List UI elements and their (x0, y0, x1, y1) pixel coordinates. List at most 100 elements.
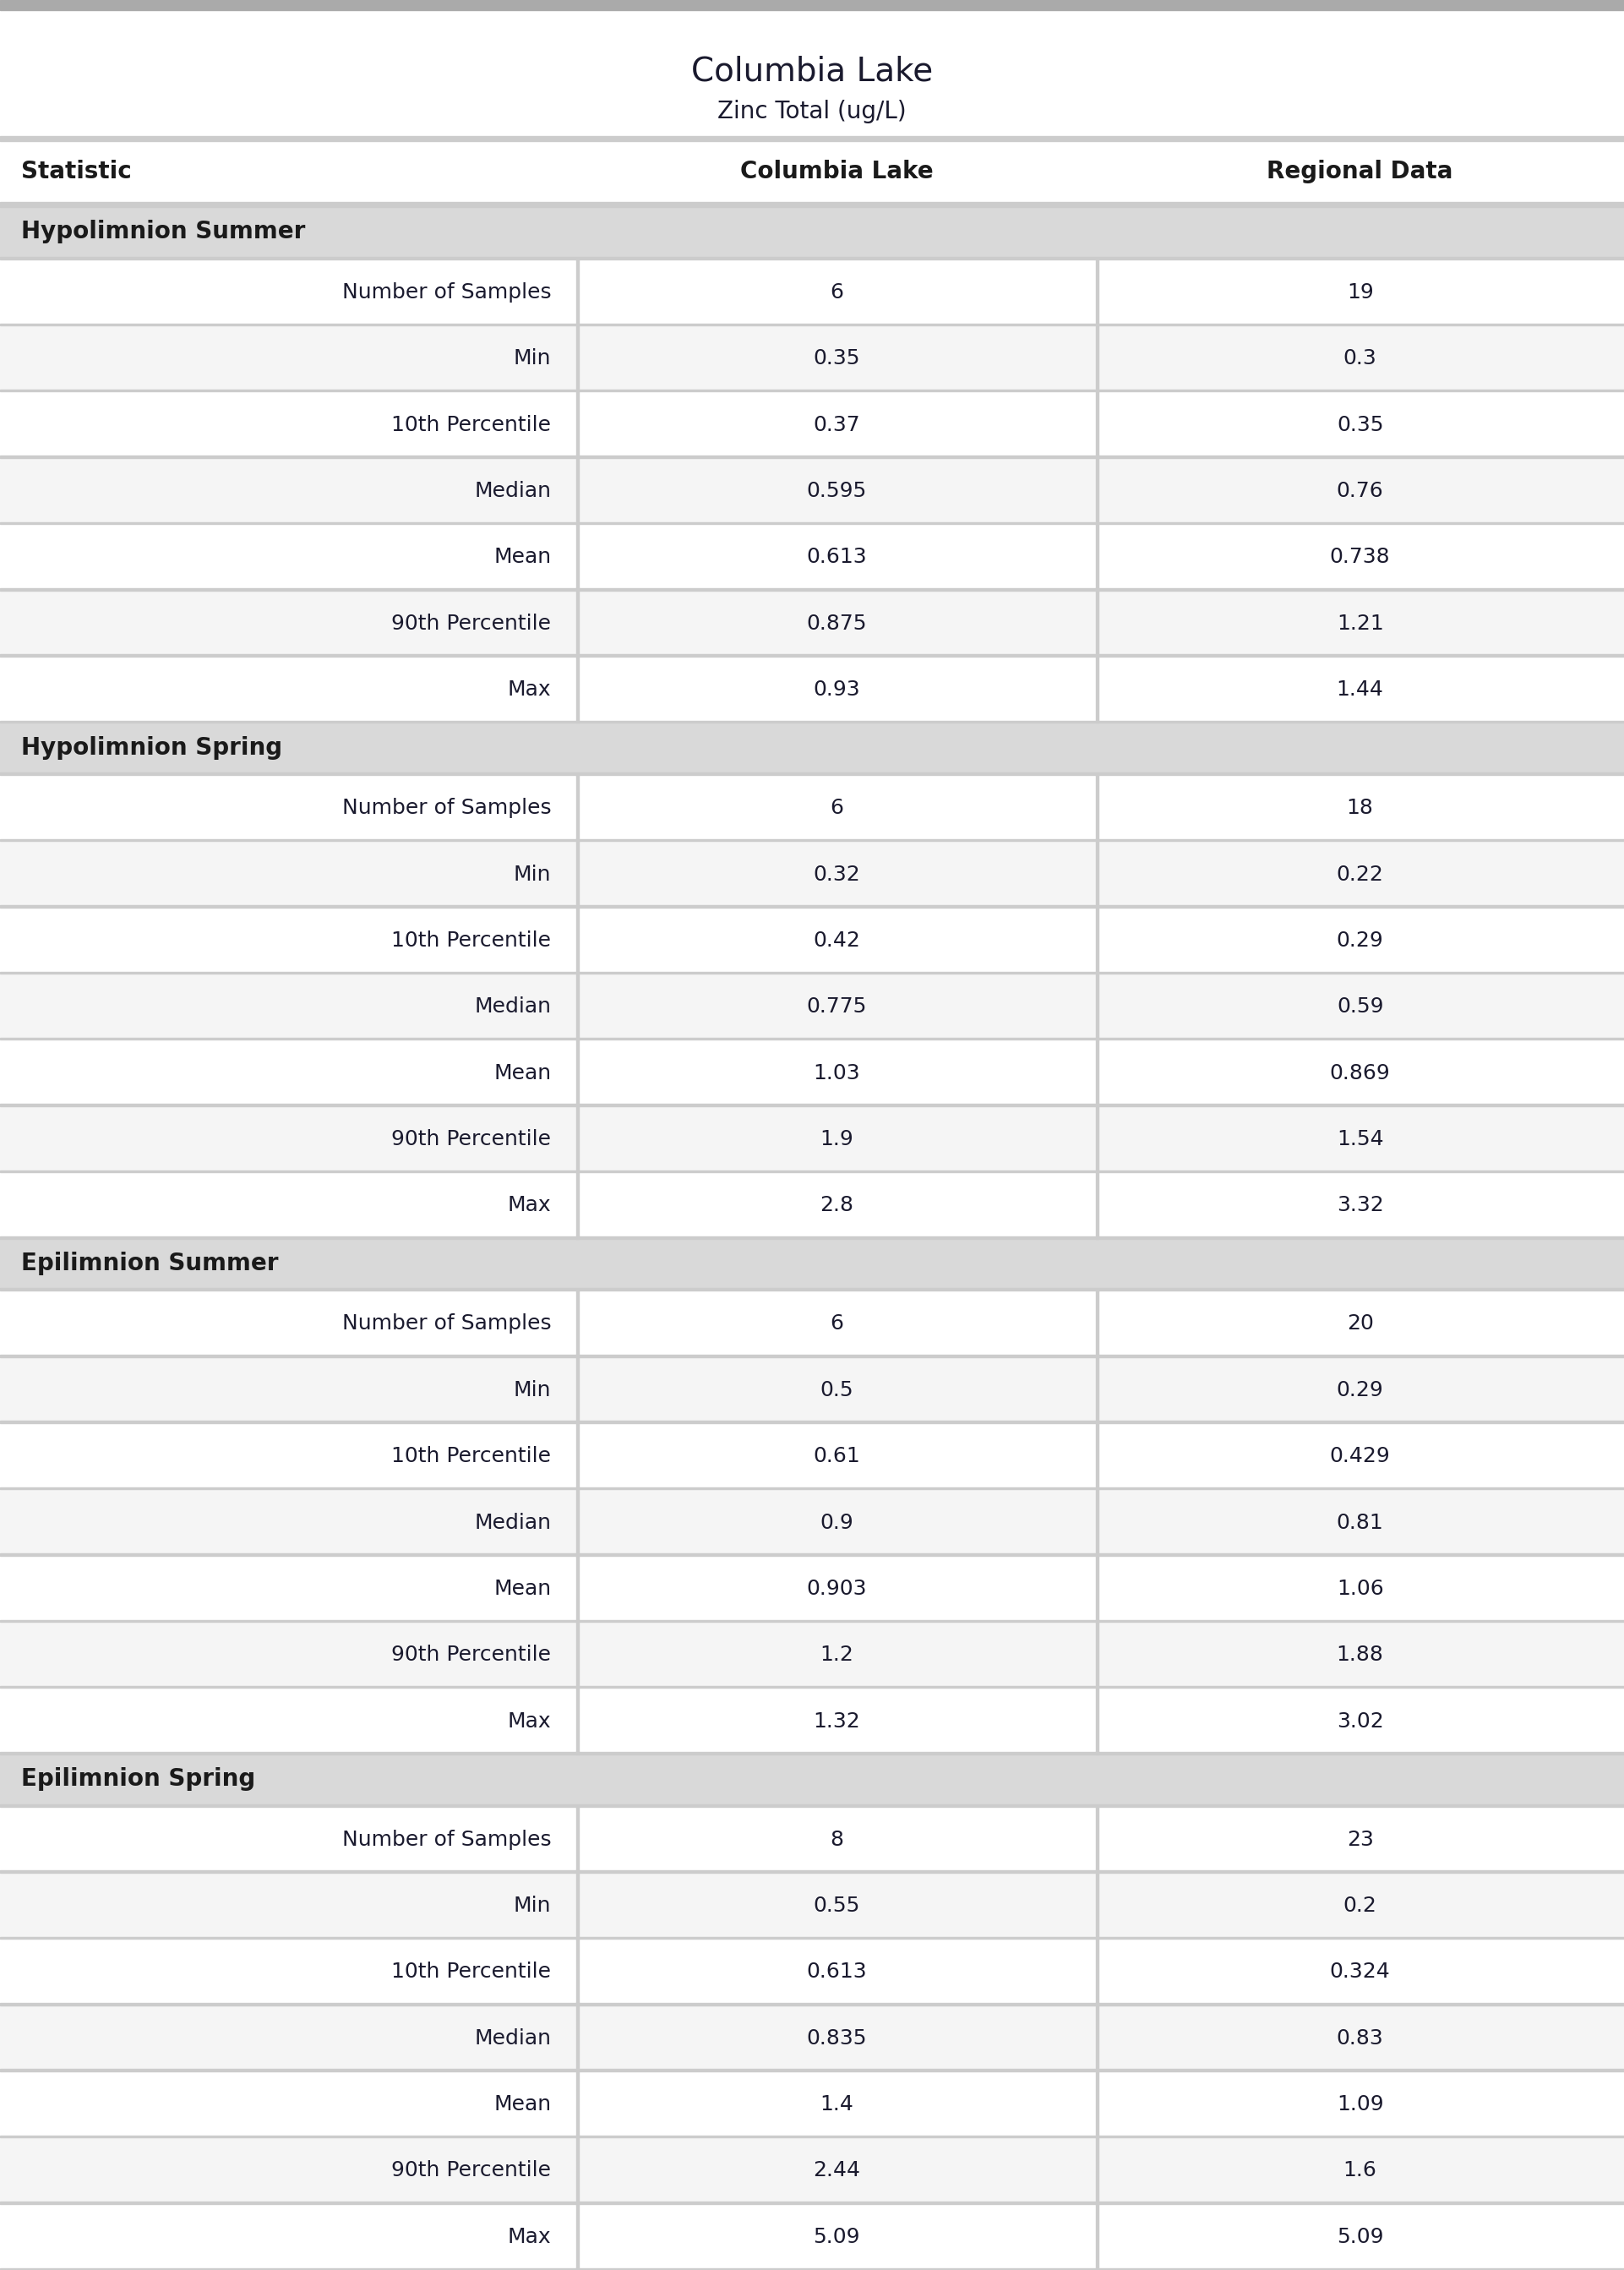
Bar (577, 393, 578, 459)
Bar (0, 1939, 1624, 2004)
Text: 5.09: 5.09 (1337, 2227, 1384, 2247)
Bar (577, 1939, 578, 2004)
Bar (0, 590, 1624, 656)
Text: 8: 8 (830, 1830, 843, 1850)
Text: Epilimnion Spring: Epilimnion Spring (21, 1768, 255, 1791)
Bar (577, 908, 578, 974)
Text: 10th Percentile: 10th Percentile (391, 931, 551, 951)
Text: Epilimnion Summer: Epilimnion Summer (21, 1251, 278, 1276)
Bar (0, 459, 1624, 524)
Bar (577, 2204, 578, 2270)
Bar (1096, 774, 1098, 842)
Text: 0.42: 0.42 (812, 931, 861, 951)
Text: 0.5: 0.5 (820, 1380, 853, 1401)
Bar (577, 774, 578, 842)
Text: 0.29: 0.29 (1337, 1380, 1384, 1401)
Bar (577, 459, 578, 524)
Bar (1096, 842, 1098, 908)
Bar (1096, 590, 1098, 656)
Bar (0, 1292, 1624, 1357)
Bar (0, 1287, 1624, 1292)
Text: 10th Percentile: 10th Percentile (391, 1446, 551, 1466)
Text: 3.02: 3.02 (1337, 1712, 1384, 1732)
Bar (0, 2204, 1624, 2270)
Bar (0, 259, 1624, 325)
Bar (1096, 2138, 1098, 2204)
Bar (0, 1357, 1624, 1423)
Text: Hypolimnion Spring: Hypolimnion Spring (21, 735, 283, 760)
Bar (0, 2138, 1624, 2204)
Text: 0.869: 0.869 (1330, 1062, 1390, 1083)
Text: 0.61: 0.61 (812, 1446, 861, 1466)
Text: 0.83: 0.83 (1337, 2027, 1384, 2048)
Text: Mean: Mean (494, 2095, 551, 2116)
Bar (0, 842, 1624, 908)
Text: 0.835: 0.835 (806, 2027, 867, 2048)
Bar (577, 1489, 578, 1555)
Bar (0, 1621, 1624, 1689)
Bar (1096, 2204, 1098, 2270)
Text: 6: 6 (830, 799, 843, 817)
Bar (1096, 974, 1098, 1040)
Bar (0, 207, 1624, 257)
Text: 0.875: 0.875 (806, 613, 867, 633)
Text: 1.2: 1.2 (820, 1646, 853, 1666)
Text: 10th Percentile: 10th Percentile (391, 415, 551, 436)
Bar (0, 1805, 1624, 1807)
Bar (1096, 1807, 1098, 1873)
Bar (1096, 459, 1098, 524)
Bar (577, 2070, 578, 2138)
Bar (577, 259, 578, 325)
Text: 0.93: 0.93 (814, 679, 859, 699)
Bar (1096, 1489, 1098, 1555)
Text: Columbia Lake: Columbia Lake (692, 54, 932, 86)
Bar (1096, 1357, 1098, 1423)
Bar (1096, 524, 1098, 590)
Text: 2.44: 2.44 (812, 2161, 861, 2181)
Bar (1096, 1423, 1098, 1489)
Bar (1096, 1621, 1098, 1689)
Text: 90th Percentile: 90th Percentile (391, 1646, 551, 1666)
Text: Max: Max (508, 1196, 551, 1214)
Text: 0.59: 0.59 (1337, 997, 1384, 1017)
Text: 0.429: 0.429 (1330, 1446, 1390, 1466)
Bar (0, 1239, 1624, 1287)
Bar (1096, 2070, 1098, 2138)
Text: Mean: Mean (494, 1578, 551, 1598)
Text: 5.09: 5.09 (814, 2227, 859, 2247)
Bar (577, 590, 578, 656)
Bar (577, 1423, 578, 1489)
Bar (0, 722, 1624, 772)
Bar (577, 325, 578, 393)
Text: 0.903: 0.903 (806, 1578, 867, 1598)
Text: 6: 6 (830, 281, 843, 302)
Text: Max: Max (508, 1712, 551, 1732)
Text: Min: Min (513, 865, 551, 885)
Text: 1.32: 1.32 (812, 1712, 861, 1732)
Text: 0.37: 0.37 (814, 415, 859, 436)
Bar (0, 656, 1624, 722)
Text: 1.03: 1.03 (814, 1062, 859, 1083)
Bar (0, 2004, 1624, 2070)
Text: Median: Median (474, 481, 551, 502)
Bar (0, 202, 1624, 207)
Text: 0.2: 0.2 (1343, 1895, 1377, 1916)
Text: 2.8: 2.8 (820, 1196, 853, 1214)
Text: 0.3: 0.3 (1343, 347, 1377, 368)
Text: 0.35: 0.35 (1337, 415, 1384, 436)
Text: 1.4: 1.4 (820, 2095, 853, 2116)
Text: Mean: Mean (494, 547, 551, 568)
Bar (1096, 1040, 1098, 1105)
Bar (1096, 2004, 1098, 2070)
Text: Max: Max (508, 679, 551, 699)
Bar (577, 1807, 578, 1873)
Text: 19: 19 (1346, 281, 1374, 302)
Text: 1.06: 1.06 (1337, 1578, 1384, 1598)
Text: Median: Median (474, 2027, 551, 2048)
Bar (1096, 259, 1098, 325)
Text: 0.76: 0.76 (1337, 481, 1384, 502)
Bar (0, 1555, 1624, 1621)
Text: 90th Percentile: 90th Percentile (391, 613, 551, 633)
Text: 1.44: 1.44 (1337, 679, 1384, 699)
Bar (1096, 908, 1098, 974)
